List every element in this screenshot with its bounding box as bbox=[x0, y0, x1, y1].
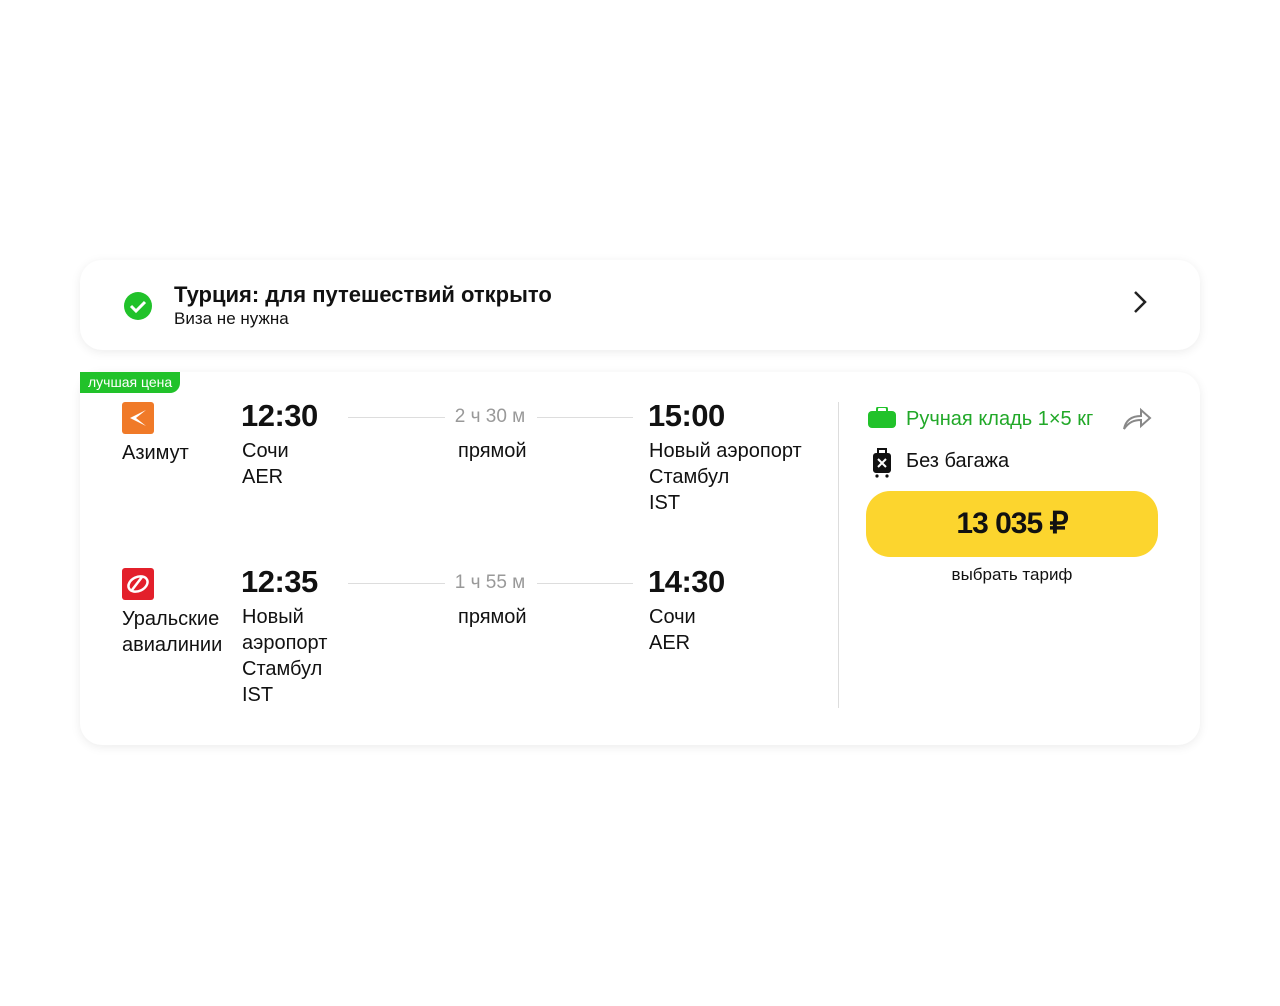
chevron bbox=[1134, 291, 1147, 313]
duration: 2 ч 30 м bbox=[454, 406, 526, 427]
depart-code: AER bbox=[242, 466, 284, 488]
airline-logo bbox=[122, 402, 154, 434]
banner-subtitle: Виза не нужна bbox=[174, 309, 289, 328]
depart-city: Новый аэропорт Стамбул bbox=[242, 606, 328, 680]
arrive-code: IST bbox=[649, 492, 681, 514]
duration: 1 ч 55 м bbox=[454, 572, 526, 593]
arrive-city: Сочи bbox=[649, 606, 696, 628]
arrive-city: Новый аэропорт Стамбул bbox=[649, 440, 802, 488]
depart-city: Сочи bbox=[242, 440, 289, 462]
airline: Азимут bbox=[122, 442, 189, 464]
best-price-badge: лучшая цена bbox=[80, 372, 181, 393]
arrive-time: 15:00 bbox=[648, 398, 725, 433]
carry-on-icon bbox=[868, 407, 896, 428]
stops: прямой bbox=[458, 440, 527, 462]
depart-time: 12:35 bbox=[241, 564, 318, 599]
depart-time: 12:30 bbox=[241, 398, 318, 433]
carry-on: Ручная кладь 1×5 кг bbox=[906, 408, 1094, 430]
route-line bbox=[348, 417, 445, 418]
route-line bbox=[348, 583, 445, 584]
airline: Уральские авиалинии bbox=[122, 608, 223, 656]
airline-logo bbox=[122, 568, 154, 600]
divider bbox=[838, 402, 839, 708]
select-fare[interactable]: выбрать тариф bbox=[951, 565, 1073, 584]
visa-banner[interactable]: Турция: для путешествий открыто Виза не … bbox=[80, 260, 1200, 350]
checked-baggage: Без багажа bbox=[906, 450, 1010, 472]
stops: прямой bbox=[458, 606, 527, 628]
price-button[interactable]: 13 035 ₽ bbox=[866, 491, 1158, 557]
arrive-code: AER bbox=[649, 632, 691, 654]
route-line bbox=[537, 583, 633, 584]
banner-title: Турция: для путешествий открыто bbox=[174, 282, 552, 307]
offer-card[interactable]: лучшая цена Азимут 12:30 Сочи AER 2 ч 30 м пр… bbox=[80, 372, 1200, 745]
no-baggage-icon bbox=[873, 448, 891, 478]
route-line bbox=[537, 417, 633, 418]
share-icon[interactable] bbox=[1121, 405, 1153, 433]
depart-code: IST bbox=[242, 684, 274, 706]
check-icon bbox=[124, 292, 152, 320]
arrive-time: 14:30 bbox=[648, 564, 725, 599]
